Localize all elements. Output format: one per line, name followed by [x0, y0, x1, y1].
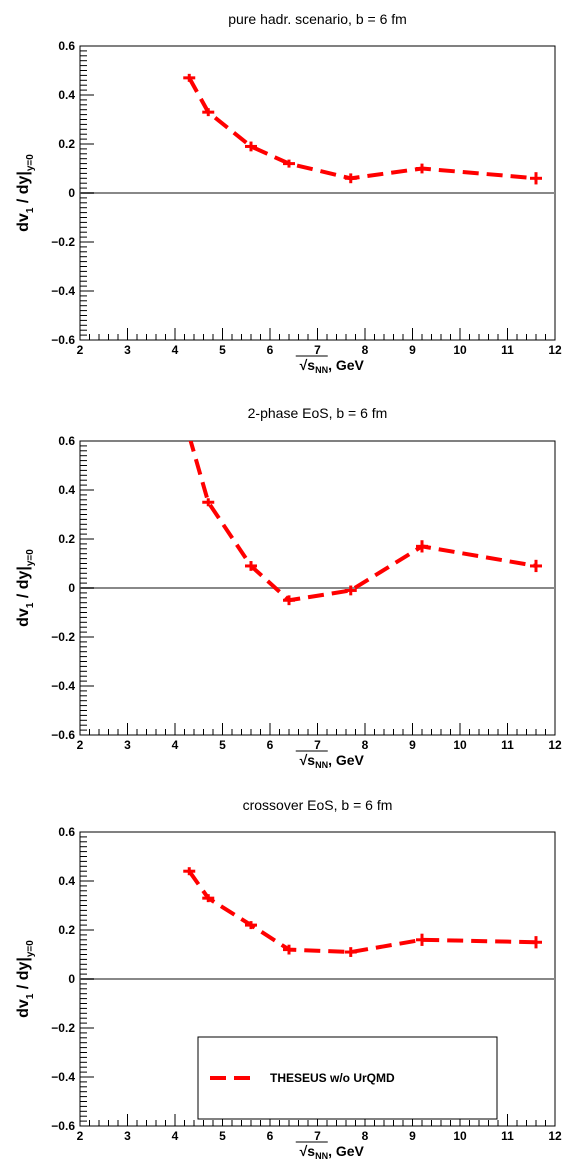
data-point [530, 172, 542, 185]
data-point [202, 108, 215, 117]
y-tick-label: 0.4 [58, 88, 75, 102]
data-point [283, 944, 295, 955]
y-tick-label: −0.2 [51, 1021, 75, 1035]
x-tick-label: 8 [362, 343, 369, 357]
x-tick-label: 3 [124, 343, 131, 357]
x-tick-label: 4 [172, 738, 179, 752]
data-point [245, 141, 257, 152]
legend: THESEUS w/o UrQMD [197, 1036, 498, 1120]
x-tick-label: 3 [124, 1129, 131, 1143]
chart-panel-2: 2-phase EoS, b = 6 fm 2 3 4 5 6 7 8 9 10 11 12 −0.6 −… [15, 405, 562, 770]
data-point [416, 933, 428, 946]
y-tick-label: 0.6 [58, 825, 75, 839]
x-tick-label: 11 [501, 343, 514, 357]
series-line [187, 870, 537, 955]
x-tick-label: 10 [453, 738, 467, 752]
data-point [202, 498, 215, 507]
y-axis-label: dv1 / dy|y=0 [15, 940, 36, 1018]
x-tick-label: 9 [409, 1129, 416, 1143]
x-tick-label: 10 [453, 343, 467, 357]
series-line [188, 441, 537, 603]
y-axis-label: dv1 / dy|y=0 [15, 549, 36, 627]
y-tick-label: 0.2 [58, 532, 75, 546]
y-tick-label: 0 [68, 581, 75, 595]
chart-panel-3: crossover EoS, b = 6 fm 2 3 4 5 6 7 8 9 10 11 12 −0.… [15, 797, 562, 1161]
x-tick-label: 8 [362, 738, 369, 752]
y-tick-label: 0.2 [58, 923, 75, 937]
y-tick-label: −0.6 [51, 728, 75, 742]
x-tick-label: 7 [314, 1129, 321, 1143]
series-line [187, 76, 537, 181]
x-tick-label: 9 [409, 738, 416, 752]
data-point [245, 561, 257, 571]
y-tick-label: −0.6 [51, 333, 75, 347]
x-tick-label: 2 [77, 738, 84, 752]
y-tick-label: 0.4 [58, 874, 75, 888]
legend-entry-label: THESEUS w/o UrQMD [270, 1071, 395, 1085]
x-tick-label: 5 [219, 1129, 226, 1143]
x-tick-label: 12 [548, 1129, 562, 1143]
data-point [344, 173, 357, 184]
x-tick-label: 4 [172, 1129, 179, 1143]
data-point [245, 921, 257, 930]
chart-panel-1: pure hadr. scenario, b = 6 fm 2 3 4 5 6 7 8 9 10 1… [15, 11, 562, 375]
y-tick-label: 0.6 [58, 39, 75, 53]
y-tick-label: 0.6 [58, 434, 75, 448]
x-tick-label: 10 [453, 1129, 467, 1143]
x-tick-label: 11 [501, 1129, 514, 1143]
x-axis-label: √sNN, GeV [300, 1143, 365, 1161]
y-tick-label: −0.2 [51, 235, 75, 249]
chart-title: 2-phase EoS, b = 6 fm [248, 405, 388, 421]
y-tick-label: 0 [68, 972, 75, 986]
data-point [283, 595, 295, 606]
x-tick-label: 4 [172, 343, 179, 357]
y-tick-label: 0.2 [58, 137, 75, 151]
chart-title: pure hadr. scenario, b = 6 fm [228, 11, 407, 27]
y-tick-label: −0.4 [51, 679, 75, 693]
x-tick-label: 6 [267, 738, 274, 752]
x-tick-label: 12 [548, 343, 562, 357]
x-tick-label: 5 [219, 738, 226, 752]
data-point [416, 540, 428, 553]
x-tick-label: 7 [314, 343, 321, 357]
data-point [530, 936, 542, 949]
data-point [283, 159, 295, 168]
x-tick-label: 9 [409, 343, 416, 357]
x-tick-label: 6 [267, 343, 274, 357]
x-tick-label: 2 [77, 343, 84, 357]
y-tick-label: −0.4 [51, 284, 75, 298]
data-point [416, 163, 428, 174]
x-tick-label: 5 [219, 343, 226, 357]
data-point [344, 947, 357, 957]
y-tick-label: 0 [68, 186, 75, 200]
x-tick-label: 3 [124, 738, 131, 752]
x-axis-label: √sNN, GeV [300, 752, 365, 770]
y-tick-label: −0.2 [51, 630, 75, 644]
y-tick-label: −0.4 [51, 1070, 75, 1084]
data-point [530, 559, 542, 573]
x-tick-label: 12 [548, 738, 562, 752]
data-point [183, 867, 196, 876]
x-tick-label: 2 [77, 1129, 84, 1143]
x-tick-label: 8 [362, 1129, 369, 1143]
data-point [344, 585, 357, 596]
data-point [202, 894, 215, 903]
y-axis-label: dv1 / dy|y=0 [15, 154, 36, 232]
x-tick-label: 11 [501, 738, 514, 752]
x-axis-label: √sNN, GeV [300, 357, 365, 375]
chart-title: crossover EoS, b = 6 fm [243, 797, 393, 813]
y-tick-label: 0.4 [58, 483, 75, 497]
x-tick-label: 6 [267, 1129, 274, 1143]
y-tick-label: −0.6 [51, 1119, 75, 1133]
x-tick-label: 7 [314, 738, 321, 752]
data-point [183, 73, 196, 82]
